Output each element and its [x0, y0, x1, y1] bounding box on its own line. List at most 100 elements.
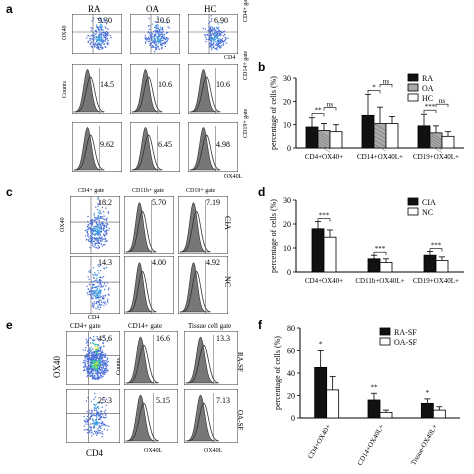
bar-ra-2	[417, 125, 431, 149]
bar-ra-0	[305, 126, 319, 149]
hist-a-row3-1	[130, 122, 180, 172]
value-e-row2-2: 7.13	[216, 396, 230, 405]
panel-e-row2-1	[124, 389, 178, 443]
legend-label-ra: RA	[422, 74, 433, 83]
axis-x-e-hist-2: OX40L	[204, 448, 223, 454]
panel-e-row1-2	[184, 331, 238, 385]
legend-swatch-ra-sf	[379, 327, 391, 336]
bar-chart-b: 0 10 20 30 percentage of cells (%) CD4+OX40+ C…	[269, 73, 464, 161]
bar-hatch	[373, 131, 387, 140]
bar-hc-2	[441, 135, 455, 149]
category-label-0: CD4+OX40+	[306, 423, 332, 460]
legend-swatch-hc	[407, 93, 419, 102]
significance-bracket	[435, 103, 449, 108]
panel-c-row2-0	[70, 256, 120, 314]
panel-c-row1-1	[124, 196, 174, 254]
bar-hatch	[373, 143, 387, 152]
bar-hc-0	[329, 131, 343, 149]
axis-x-a-hist: OX40L	[224, 174, 243, 180]
bar-cia-2	[423, 254, 437, 273]
bar-hatch	[373, 139, 387, 148]
legend-swatch-oa	[407, 83, 419, 92]
value-a-row1-2: 6.90	[214, 16, 228, 25]
row-label-c-nc: NC	[223, 276, 232, 288]
gate-label-c-1: CD11b+ gate	[132, 188, 164, 194]
panel-e-row2-2	[184, 389, 238, 443]
bar-hatch	[317, 141, 331, 150]
bar-hatch	[429, 145, 443, 153]
axis-y-c: OX40	[60, 217, 66, 232]
y-axis-label: percentage of cells (%)	[269, 76, 278, 150]
significance-bracket	[311, 113, 325, 117]
bar-cia-0	[311, 228, 325, 273]
panel-e-row1-0	[66, 331, 120, 385]
category-label-0: CD4+OX40+	[305, 277, 343, 285]
significance-label: **	[315, 107, 323, 115]
axis-y-e: OX40	[52, 356, 62, 378]
legend-label-nc: NC	[422, 208, 433, 217]
bar-hatch	[317, 133, 331, 141]
axis-y-a: OX40	[62, 25, 68, 40]
gate-label-c-2: CD19+ gate	[186, 188, 216, 194]
bar-hatch	[373, 123, 387, 131]
panel-c-row1-0	[70, 196, 120, 254]
value-a-row3-1: 6.45	[158, 140, 172, 149]
y-tick-label: 10	[283, 121, 291, 130]
legend-label-oa-sf: OA-SF	[394, 338, 418, 347]
gate-label-a-0: CD4+ gate	[243, 0, 249, 22]
significance-label: ***	[425, 103, 436, 111]
axis-x-e: CD4	[86, 448, 104, 458]
bar-oa-sf-1	[379, 411, 393, 419]
hist-a-row2-0	[72, 64, 122, 114]
axis-x-a: CD4	[224, 55, 236, 61]
y-tick-label: 30	[283, 196, 291, 205]
legend-label-oa: OA	[422, 84, 434, 93]
significance-bracket	[423, 109, 437, 114]
y-tick-label: 20	[287, 392, 295, 401]
category-label-2: CD19+OX40L+	[413, 153, 459, 161]
legend-swatch-ra	[407, 73, 419, 82]
panel-c-row2-2	[178, 256, 228, 314]
value-a-row1-0: 9.30	[98, 16, 112, 25]
legend-swatch-cia	[407, 197, 419, 206]
bar-hatch	[429, 140, 443, 148]
gate-label-a-1: CD14+ gate	[243, 50, 249, 80]
legend-label-ra-sf: RA-SF	[394, 328, 417, 337]
bar-hatch	[429, 135, 443, 143]
significance-label: ***	[375, 245, 386, 253]
bar-hc-1	[385, 123, 399, 149]
row-label-e-ra: RA-SF	[236, 352, 244, 372]
bar-hatch	[373, 127, 387, 135]
value-c-row1-1: 5.70	[152, 198, 166, 207]
value-c-row2-0: 14.3	[98, 258, 112, 267]
bar-oa-2	[429, 132, 443, 149]
axis-x-e-hist-1: OX40L	[144, 448, 163, 454]
category-label-2: CD19+OX40L+	[413, 277, 459, 285]
y-tick-label: 80	[287, 324, 295, 333]
axis-y-a-hist: Counts	[62, 80, 68, 98]
value-a-row3-2: 4.98	[216, 140, 230, 149]
legend-label-hc: HC	[422, 94, 433, 103]
category-label-2: Tissue-OX40L+	[409, 423, 439, 467]
bar-oa-sf-2	[432, 409, 446, 419]
panel-letter-c: c	[6, 185, 13, 199]
hist-a-row3-0	[72, 122, 122, 172]
hist-a-row2-2	[188, 64, 238, 114]
significance-label: ns	[439, 97, 446, 105]
significance-label: *	[372, 83, 376, 91]
value-a-row2-0: 14.5	[100, 80, 114, 89]
y-axis-label: percentage of cells (%)	[273, 336, 282, 410]
dotplot-a-0	[72, 14, 122, 54]
value-c-row1-0: 18.2	[98, 198, 112, 207]
significance-bracket	[379, 84, 393, 88]
value-a-row1-1: 10.6	[156, 16, 170, 25]
row-label-e-oa: OA-SF	[236, 410, 244, 431]
significance-bracket	[323, 107, 337, 111]
bar-hatch	[429, 142, 443, 151]
bar-hatch	[317, 139, 331, 147]
gate-label-e-2: Tissue cell gate	[188, 322, 232, 330]
gate-label-e-1: CD14+ gate	[128, 322, 163, 330]
bar-nc-1	[379, 262, 393, 273]
significance-bracket	[367, 90, 381, 94]
hist-a-row3-2	[188, 122, 238, 172]
